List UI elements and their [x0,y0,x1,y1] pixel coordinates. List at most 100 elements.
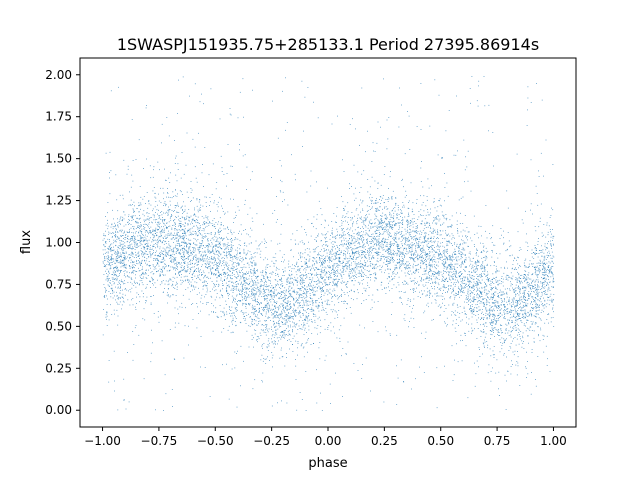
data-point [240,267,242,268]
data-point [134,236,136,238]
data-point [243,316,245,317]
data-point [385,239,387,240]
data-point [524,276,525,278]
data-point [530,321,532,322]
data-point [370,261,371,263]
data-point [347,240,349,242]
data-point [524,270,526,272]
data-point [466,322,467,324]
data-point [245,292,247,294]
data-point [350,217,352,218]
data-point [317,235,319,237]
data-point [138,260,139,261]
data-point [267,356,268,358]
data-point [237,283,239,284]
data-point [523,298,525,300]
data-point [207,238,209,239]
data-point [533,291,535,293]
data-point [120,285,121,287]
data-point [521,299,523,300]
data-point [117,324,119,326]
data-point [194,232,196,234]
data-point [548,304,550,306]
data-point [426,255,428,257]
data-point [389,290,390,292]
data-point [489,348,491,350]
data-point [204,250,206,252]
data-point [443,284,444,286]
data-point [389,214,390,216]
data-point [511,268,513,270]
data-point [263,223,264,225]
data-point [121,256,122,258]
data-point [341,196,342,197]
data-point [150,244,151,246]
data-point [374,277,376,279]
data-point [423,238,425,239]
data-point [405,233,407,235]
data-point [470,281,472,283]
data-point [413,257,415,259]
data-point [547,314,549,315]
data-point [471,266,473,268]
data-point [439,204,441,206]
data-point [348,295,349,297]
data-point [433,230,435,231]
data-point [339,253,341,255]
data-point [242,284,244,286]
data-point [264,309,265,310]
data-point [535,230,537,232]
data-point [217,223,219,225]
data-point [294,292,296,294]
data-point [395,197,397,199]
data-point [372,206,373,208]
data-point [431,302,433,304]
data-point [312,289,314,291]
data-point [253,260,255,262]
data-point [181,226,182,227]
data-point [525,304,526,306]
data-point [393,243,395,245]
data-point [220,248,222,249]
data-point [389,213,391,215]
data-point [146,230,148,232]
data-point [258,290,259,292]
data-point [396,214,397,216]
data-point [199,251,200,253]
data-point [426,222,428,224]
data-point [207,276,209,278]
data-point [143,248,145,250]
data-point [392,221,393,223]
data-point [163,230,165,231]
data-point [396,262,398,263]
data-point [490,284,492,286]
data-point [171,210,173,211]
data-point [257,286,258,288]
data-point [448,241,450,243]
data-point [479,295,480,297]
data-point [197,274,199,276]
data-point [392,217,394,219]
data-point [518,288,520,289]
data-point [215,307,217,309]
data-point [221,257,223,259]
data-point [115,230,116,232]
data-point [470,311,472,313]
data-point [492,322,494,324]
data-point [486,251,487,253]
data-point [128,245,130,247]
data-point [184,211,186,212]
data-point [322,290,324,292]
data-point [501,281,502,282]
data-point [266,276,268,277]
data-point [152,342,153,344]
data-point [308,259,310,261]
data-point [292,277,293,279]
data-point [224,254,226,256]
data-point [378,238,380,240]
data-point [311,273,312,275]
data-point [469,277,471,279]
data-point [214,261,215,263]
data-point [164,288,165,289]
data-point [296,280,298,282]
